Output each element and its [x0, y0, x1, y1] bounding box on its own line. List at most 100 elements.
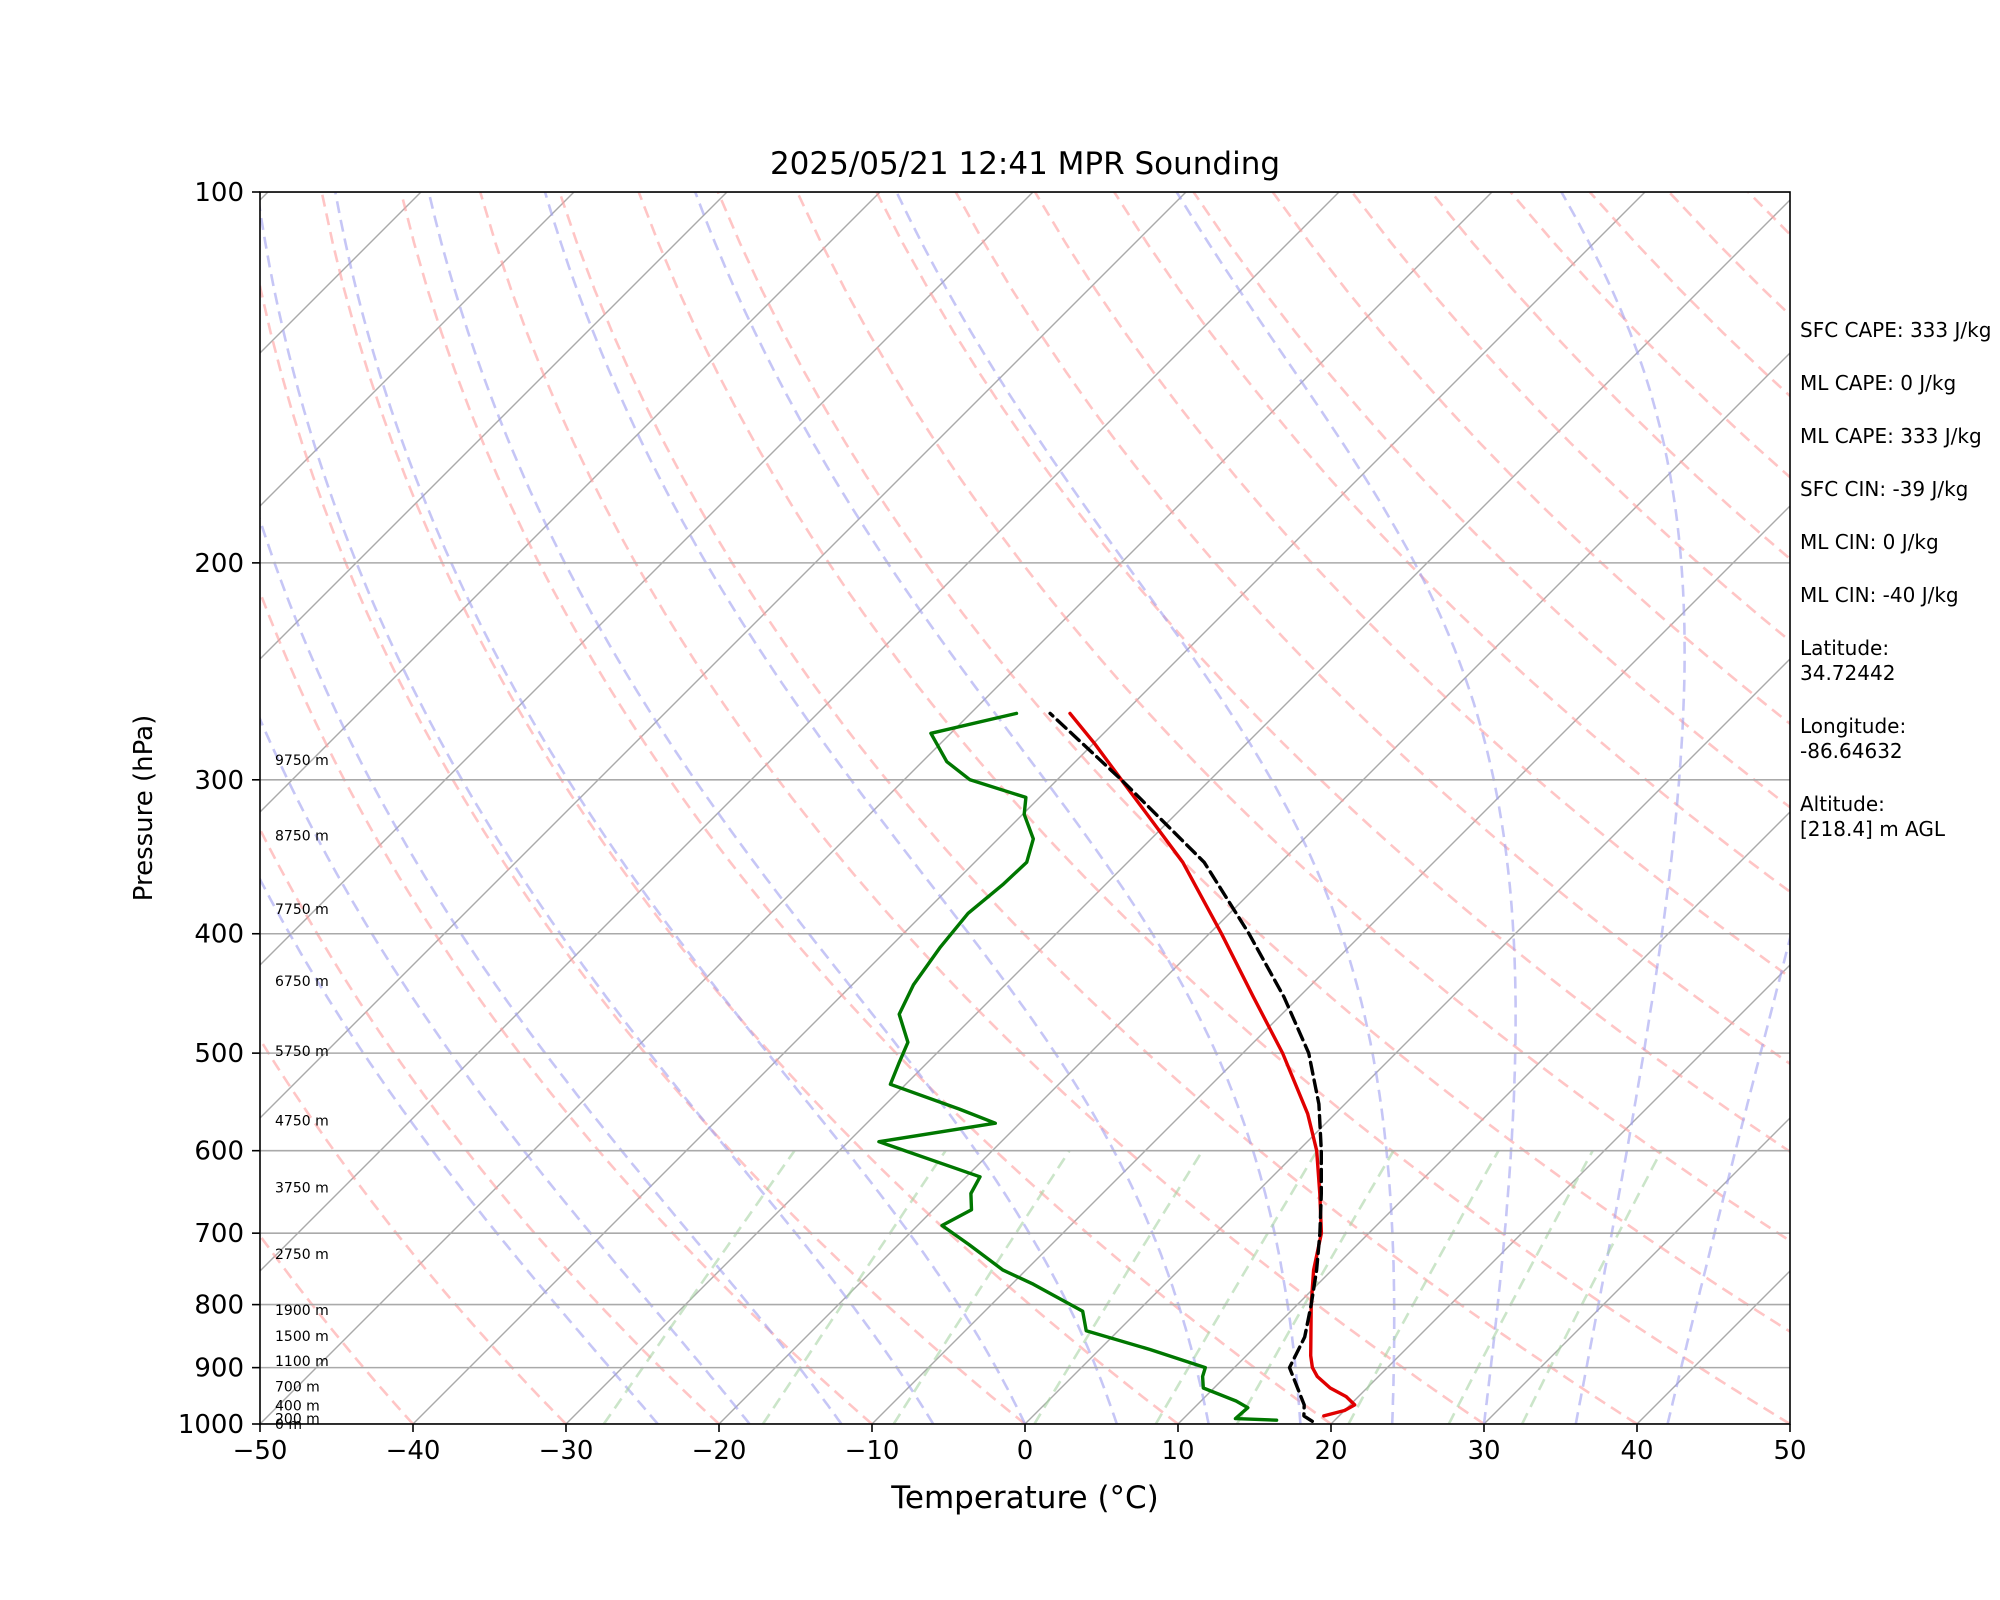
- moist-adiabat-line: [1666, 933, 1790, 1424]
- longitude-block: Longitude: -86.64632: [1800, 714, 2000, 764]
- y-tick-label: 100: [194, 178, 244, 208]
- altitude-label: Altitude:: [1800, 792, 1885, 816]
- axes: −50 −40 −30 −20 −10 0 10 20 30 40 50 100 200 300 400 50…: [178, 178, 1807, 1466]
- mixing-ratio-line: [1033, 1150, 1204, 1424]
- dry-adiabat-line: [954, 192, 1790, 1066]
- isobar-gridlines: [260, 192, 1790, 1424]
- isotherm-line: [260, 192, 1034, 966]
- mixing-ratio-line: [1447, 1150, 1594, 1424]
- isotherm-line: [260, 192, 1493, 1424]
- chart-title: 2025/05/21 12:41 MPR Sounding: [770, 146, 1280, 182]
- dry-adiabat-line: [1113, 192, 1790, 894]
- height-label: 3750 m: [275, 1181, 329, 1197]
- isotherm-line: [0, 192, 115, 1424]
- height-label: 5750 m: [275, 1044, 329, 1060]
- dry-adiabat-line: [558, 192, 1638, 1424]
- moist-adiabat-line: [260, 516, 843, 1424]
- sfc-cape-text: SFC CAPE: 333 J/kg: [1800, 318, 1992, 342]
- y-tick-label: 300: [194, 766, 244, 796]
- x-tick-label: 10: [1161, 1436, 1194, 1466]
- parcel-line: [1048, 711, 1323, 1423]
- sfc-cin-text: SFC CIN: -39 J/kg: [1800, 477, 1969, 501]
- mixing-ratio-line: [892, 1149, 1071, 1424]
- latitude-block: Latitude: 34.72442: [1800, 636, 2000, 686]
- isotherm-line: [1024, 658, 1790, 1424]
- x-tick-label: −20: [692, 1436, 747, 1466]
- mixing-ratio-line: [1520, 1150, 1663, 1424]
- height-label: 4750 m: [275, 1113, 329, 1129]
- height-label: 1900 m: [275, 1303, 329, 1319]
- isotherm-line: [1177, 811, 1790, 1424]
- x-tick-label: −10: [845, 1436, 900, 1466]
- moist-adiabat-line: [334, 192, 1027, 1424]
- x-tick-label: 30: [1467, 1436, 1500, 1466]
- dry-adiabat-line: [260, 1036, 567, 1424]
- ml-cin-text: ML CIN: 0 J/kg: [1800, 530, 1939, 554]
- x-tick-label: −50: [233, 1436, 288, 1466]
- altitude-value: [218.4] m AGL: [1800, 817, 1946, 841]
- altitude-block: Altitude: [218.4] m AGL: [1800, 792, 2000, 842]
- x-tick-label: 50: [1773, 1436, 1806, 1466]
- moist-adiabat-line: [543, 192, 1210, 1424]
- moist-adiabat-line: [427, 192, 1119, 1424]
- isotherm-line: [1483, 1117, 1790, 1424]
- dry-adiabat-line: [320, 192, 1179, 1424]
- isotherm-line: [260, 192, 881, 813]
- isotherm-line: [1330, 964, 1790, 1424]
- y-tick-label: 900: [194, 1354, 244, 1384]
- moist-adiabat-line: [260, 201, 935, 1424]
- ml-cape-text-2: ML CAPE: 333 J/kg: [1800, 424, 1982, 448]
- x-tick-label: −30: [539, 1436, 594, 1466]
- x-axis-label: Temperature (°C): [890, 1480, 1159, 1516]
- dry-adiabat-line: [260, 1233, 414, 1424]
- height-label: 2750 m: [275, 1247, 329, 1263]
- longitude-value: -86.64632: [1800, 739, 1903, 763]
- y-tick-label: 800: [194, 1291, 244, 1321]
- ml-cin-text-2: ML CIN: -40 J/kg: [1800, 583, 1959, 607]
- height-label: 1500 m: [275, 1329, 329, 1345]
- height-label: 400 m: [275, 1398, 320, 1414]
- latitude-label: Latitude:: [1800, 636, 1890, 660]
- height-label: 700 m: [275, 1379, 320, 1395]
- moist-adiabat-line: [1560, 192, 1686, 1424]
- y-tick-label: 500: [194, 1039, 244, 1069]
- ml-cape-text: ML CAPE: 0 J/kg: [1800, 371, 1957, 395]
- isotherm-line: [412, 192, 1646, 1424]
- isotherm-line: [260, 192, 575, 507]
- isotherm-line: [260, 192, 1340, 1272]
- mixing-ratio-line: [602, 1149, 796, 1424]
- y-tick-label: 700: [194, 1219, 244, 1249]
- y-tick-label: 400: [194, 920, 244, 950]
- background-lines: [0, 192, 1790, 1424]
- dry-adiabat-line: [1033, 192, 1790, 979]
- y-tick-label: 600: [194, 1137, 244, 1167]
- dry-adiabat-line: [875, 192, 1790, 1154]
- isotherm-line: [718, 352, 1790, 1424]
- dry-adiabat-line: [260, 588, 873, 1424]
- x-tick-label: 40: [1620, 1436, 1653, 1466]
- moist-adiabat-line: [693, 192, 1302, 1424]
- dry-adiabat-line: [478, 192, 1485, 1424]
- height-label: 9750 m: [275, 753, 329, 769]
- height-label: 8750 m: [275, 829, 329, 845]
- height-label: 0 m: [275, 1417, 302, 1433]
- isotherm-line: [565, 199, 1790, 1424]
- y-axis-label: Pressure (hPa): [129, 715, 159, 902]
- dewpoint-line: [877, 711, 1279, 1422]
- dry-adiabat-line: [796, 192, 1790, 1243]
- height-label: 1100 m: [275, 1354, 329, 1370]
- moist-adiabat-line: [260, 876, 659, 1424]
- longitude-label: Longitude:: [1800, 714, 1907, 738]
- dry-adiabat-line: [637, 192, 1790, 1424]
- y-tick-label: 1000: [178, 1410, 244, 1440]
- sounding-stats-panel: SFC CAPE: 333 J/kg ML CAPE: 0 J/kg ML CA…: [1800, 318, 2000, 870]
- isotherm-line: [260, 192, 1187, 1119]
- height-label: 7750 m: [275, 902, 329, 918]
- dry-adiabat-line: [716, 192, 1790, 1334]
- y-tick-label: 200: [194, 549, 244, 579]
- sounding-traces: [877, 711, 1357, 1423]
- x-tick-label: 20: [1314, 1436, 1347, 1466]
